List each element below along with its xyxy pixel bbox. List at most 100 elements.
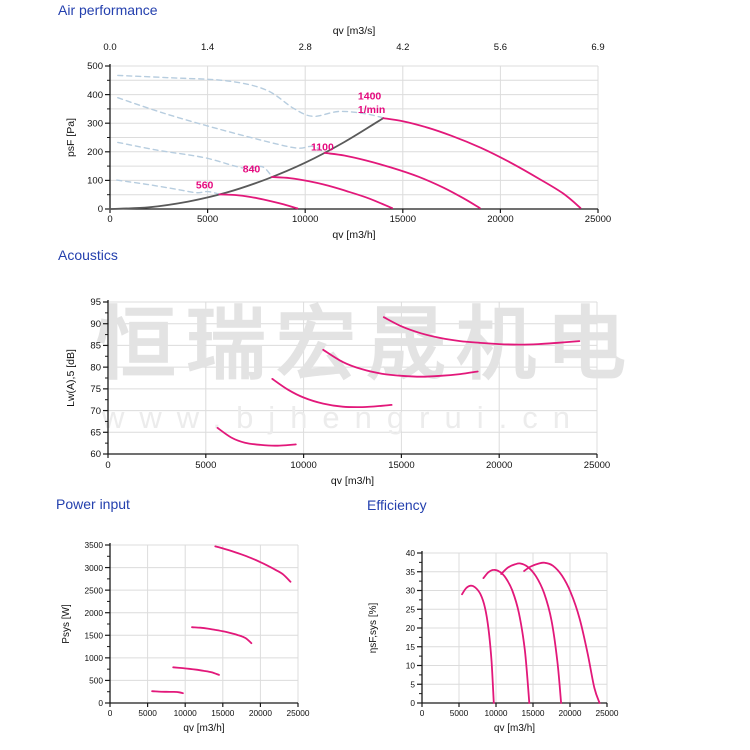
y-tick-label: 40 xyxy=(406,548,416,558)
x-tick-label: 15000 xyxy=(388,460,414,471)
x-tick-label: 0 xyxy=(107,214,112,225)
y-tick-label: 3500 xyxy=(85,540,104,550)
stall-branch-1400 xyxy=(117,74,384,119)
x-tick-label: 10000 xyxy=(292,214,318,225)
x-tick-label: 20000 xyxy=(558,708,581,718)
y-tick-label: 0 xyxy=(98,204,103,215)
x-tick-label: 0 xyxy=(105,460,110,471)
y-axis-title: Psys [W] xyxy=(61,604,72,644)
x-tick-label: 5000 xyxy=(195,460,216,471)
eff-1100 xyxy=(500,562,562,704)
x2-tick-label: 5.6 xyxy=(494,42,507,53)
x-tick-label: 10000 xyxy=(174,708,197,718)
y-tick-label: 200 xyxy=(87,147,103,158)
y-tick-label: 65 xyxy=(90,427,101,438)
noise-560 xyxy=(216,427,297,447)
y-tick-label: 100 xyxy=(87,176,103,187)
power-840 xyxy=(172,666,220,676)
x-tick-label: 20000 xyxy=(249,708,272,718)
x-tick-label: 20000 xyxy=(486,460,512,471)
watermark-url: www.bjhengrui.cn xyxy=(101,400,585,435)
x-axis-title: qv [m3/h] xyxy=(331,475,374,487)
y-axis-title: psF [Pa] xyxy=(65,118,77,157)
y-tick-label: 1500 xyxy=(85,630,104,640)
fan-curve-840 xyxy=(271,176,393,209)
y-tick-label: 1000 xyxy=(85,653,104,663)
fan-curve-1100 xyxy=(323,152,481,209)
x-tick-label: 15000 xyxy=(390,214,416,225)
x2-tick-label: 0.0 xyxy=(103,42,116,53)
x-axis-title: qv [m3/h] xyxy=(332,229,375,241)
y-tick-label: 5 xyxy=(410,679,415,689)
x-tick-label: 20000 xyxy=(487,214,513,225)
y-tick-label: 75 xyxy=(90,384,101,395)
curve-label-1min: 1/min xyxy=(358,104,385,116)
y-tick-label: 3000 xyxy=(85,563,104,573)
air-performance-title: Air performance xyxy=(58,2,158,18)
y-tick-label: 15 xyxy=(406,642,416,652)
y-tick-label: 500 xyxy=(89,676,103,686)
y-tick-label: 10 xyxy=(406,661,416,671)
eff-560 xyxy=(461,584,495,704)
y-tick-label: 500 xyxy=(87,61,103,72)
x-tick-label: 15000 xyxy=(211,708,234,718)
x2-axis-title: qv [m3/s] xyxy=(333,25,376,37)
power-1100 xyxy=(191,626,253,645)
x-tick-label: 25000 xyxy=(595,708,618,718)
stall-branch-560 xyxy=(116,179,220,195)
y-tick-label: 60 xyxy=(90,449,101,460)
power-560 xyxy=(151,690,184,695)
y-tick-label: 80 xyxy=(90,362,101,373)
x-tick-label: 15000 xyxy=(521,708,544,718)
y-tick-label: 70 xyxy=(90,406,101,417)
fan-curve-560 xyxy=(218,193,299,210)
eff-840 xyxy=(482,568,531,704)
x-tick-label: 5000 xyxy=(450,708,469,718)
x-axis-title: qv [m3/h] xyxy=(183,723,224,734)
y-tick-label: 30 xyxy=(406,586,416,596)
y-tick-label: 35 xyxy=(406,567,416,577)
x-tick-label: 10000 xyxy=(484,708,507,718)
x-tick-label: 10000 xyxy=(290,460,316,471)
y-tick-label: 90 xyxy=(90,319,101,330)
efficiency-plot: 0 5 10 15 20 25 30 35 40 0 5000 10000 15000 20000 2500… xyxy=(368,548,619,734)
y-tick-label: 0 xyxy=(98,698,103,708)
power-input-title: Power input xyxy=(56,496,130,512)
watermark-text: 恒瑞宏晟机电 xyxy=(96,300,636,389)
noise-1400 xyxy=(382,316,581,346)
y-tick-label: 95 xyxy=(90,297,101,308)
x-axis-title: qv [m3/h] xyxy=(494,723,535,734)
y-tick-label: 400 xyxy=(87,90,103,101)
curve-label-840: 840 xyxy=(243,163,261,175)
curve-label-1100: 1100 xyxy=(311,141,334,153)
fan-curve-1400 xyxy=(382,117,582,209)
noise-1100 xyxy=(322,348,479,378)
acoustics-title: Acoustics xyxy=(58,247,118,263)
curve-label-560: 560 xyxy=(196,179,214,191)
y-tick-label: 25 xyxy=(406,604,416,614)
eff-1400 xyxy=(523,561,601,704)
y-tick-label: 85 xyxy=(90,341,101,352)
x2-tick-label: 6.9 xyxy=(591,42,604,53)
acoustics-plot: 恒瑞宏晟机电 www.bjhengrui.cn 60 65 70 75 80 85 90 95 0 5… xyxy=(65,297,636,487)
y-tick-label: 20 xyxy=(406,623,416,633)
system-curve xyxy=(109,117,385,210)
curve-label-1400: 1400 xyxy=(358,91,382,103)
stall-branch-1100 xyxy=(117,97,326,154)
y-axis-title: ηsF,sys [%] xyxy=(368,603,379,654)
noise-840 xyxy=(271,378,393,409)
x2-tick-label: 2.8 xyxy=(299,42,312,53)
y-tick-label: 0 xyxy=(410,698,415,708)
efficiency-title: Efficiency xyxy=(367,497,427,513)
x-tick-label: 5000 xyxy=(197,214,218,225)
y-axis-title: Lw(A),5 [dB] xyxy=(65,349,77,407)
y-tick-label: 300 xyxy=(87,118,103,129)
x-tick-label: 25000 xyxy=(585,214,611,225)
x-tick-label: 0 xyxy=(420,708,425,718)
x-tick-label: 5000 xyxy=(138,708,157,718)
x2-tick-label: 1.4 xyxy=(201,42,214,53)
power-1400 xyxy=(214,545,292,583)
x-tick-label: 25000 xyxy=(584,460,610,471)
